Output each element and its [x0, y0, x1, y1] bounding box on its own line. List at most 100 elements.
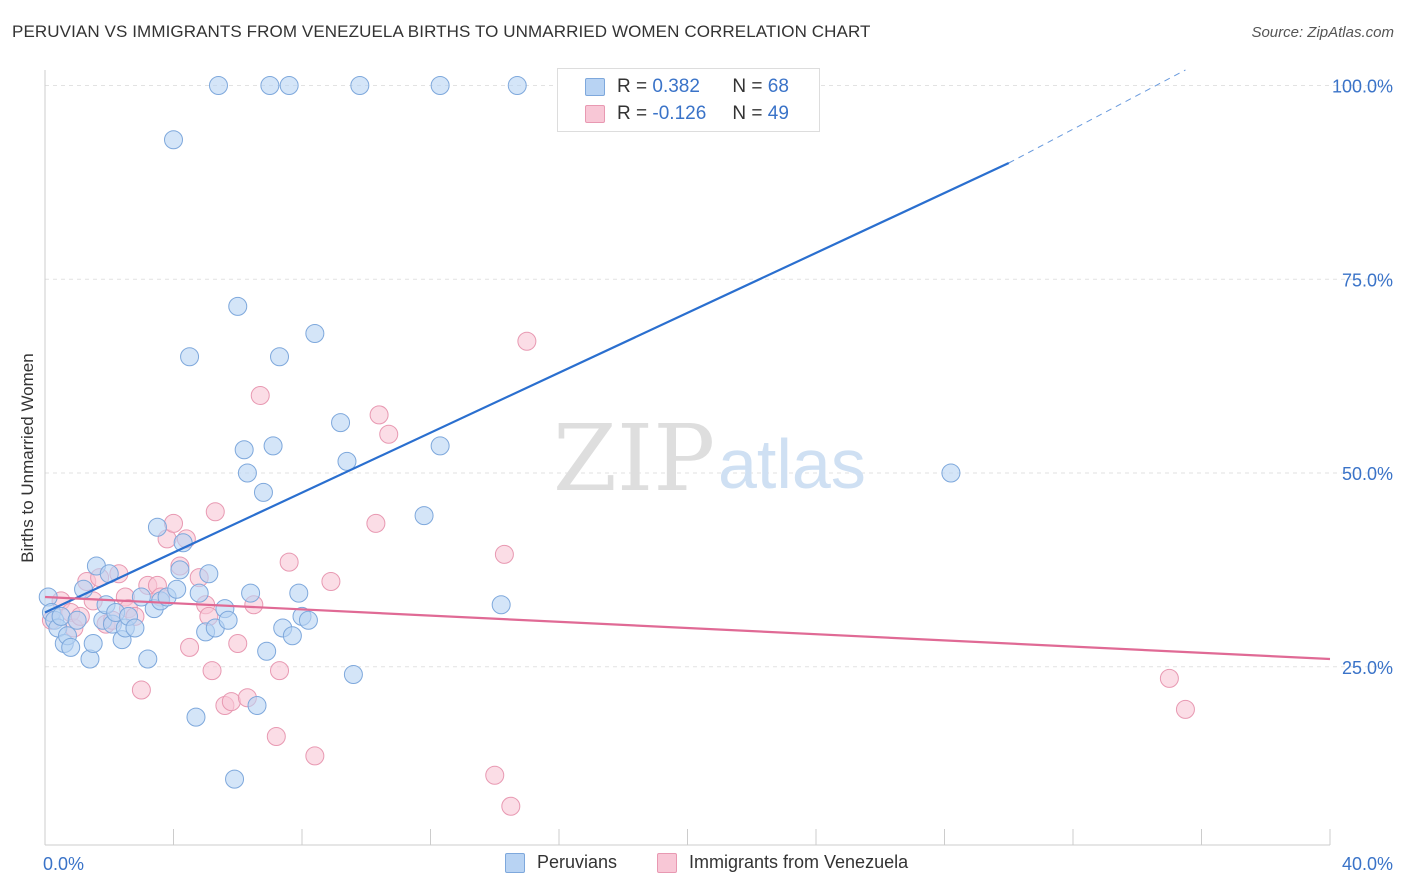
venezuela-point: [270, 661, 290, 681]
peruvian-point: [247, 696, 267, 715]
peruvian-point: [83, 634, 103, 653]
peruvian-point: [305, 324, 325, 343]
n-value: 49: [767, 103, 789, 124]
y-tick-label: 75.0%: [1342, 270, 1393, 290]
peruvian-point: [270, 347, 290, 367]
venezuela-point: [379, 424, 399, 444]
watermark-atlas: atlas: [718, 425, 866, 503]
peruvian-point: [186, 707, 206, 727]
venezuela-point: [202, 661, 222, 681]
peruvian-point: [61, 637, 81, 657]
venezuela-point: [1159, 668, 1179, 688]
peruvian-point: [208, 76, 228, 95]
legend-swatch-peruvians: [505, 852, 525, 873]
peruvian-point: [164, 130, 183, 150]
legend-swatch-venezuela: [657, 852, 677, 873]
venezuela-point: [485, 765, 505, 785]
venezuela-point: [305, 746, 325, 766]
venezuela-point: [366, 513, 386, 533]
source-label: Source: ZipAtlas.com: [1251, 24, 1394, 41]
venezuela-point: [221, 692, 241, 712]
stats-row-peruvians: R = 0.382 N = 68: [558, 75, 789, 99]
axes: [44, 70, 1331, 846]
peruvian-point: [260, 76, 280, 95]
peruvian-point: [430, 76, 450, 95]
venezuela-point: [517, 331, 537, 351]
legend-item-peruvians[interactable]: Peruvians: [505, 852, 617, 873]
peruvian-point: [430, 436, 450, 456]
venezuela-point: [279, 552, 299, 572]
peruvian-point: [282, 626, 302, 646]
x-tick-label: 40.0%: [1342, 854, 1393, 874]
grid: [45, 85, 1392, 668]
r-value: -0.126: [652, 103, 707, 124]
peruvian-point: [234, 440, 254, 460]
y-tick-label: 25.0%: [1342, 658, 1393, 678]
peruvian-point: [225, 769, 245, 789]
venezuela-point: [494, 544, 514, 564]
peruvian-point: [289, 583, 309, 603]
peruvian-point: [237, 463, 257, 483]
n-label: N =: [732, 76, 763, 97]
venezuela-point: [180, 637, 200, 657]
venezuela-point: [321, 572, 341, 591]
peruvian-point: [125, 618, 145, 638]
peruvian-point: [228, 296, 248, 316]
x-tick-label: 0.0%: [43, 854, 84, 874]
venezuela-swatch: [585, 105, 605, 123]
venezuela-point: [205, 502, 225, 522]
venezuela-point: [501, 796, 521, 816]
peruvian-point: [343, 665, 363, 684]
peruvian-point: [257, 641, 277, 661]
peruvian-point: [279, 76, 299, 95]
peruvian-point: [51, 606, 71, 626]
y-tick-label: 50.0%: [1342, 464, 1393, 484]
venezuela-trendline: [44, 595, 1331, 661]
r-label: R =: [617, 76, 648, 97]
peruvian-point: [138, 649, 158, 669]
tick-labels: 25.0% 50.0% 75.0% 100.0% 0.0% 40.0%: [43, 77, 1393, 875]
peruvian-point: [941, 463, 961, 483]
data-points: [38, 76, 1195, 816]
peruvian-point: [241, 583, 261, 603]
peruvian-point: [491, 595, 511, 615]
peruvian-point: [199, 564, 219, 584]
peruvian-point: [507, 76, 527, 95]
peruvian-point: [218, 610, 238, 630]
peruvian-point: [331, 413, 351, 433]
peruvian-point: [350, 76, 370, 95]
venezuela-point: [164, 513, 183, 533]
legend-item-venezuela[interactable]: Immigrants from Venezuela: [657, 852, 908, 873]
n-label: N =: [732, 103, 763, 124]
watermark-zip: ZIP: [553, 405, 715, 512]
legend-label-venezuela: Immigrants from Venezuela: [689, 852, 909, 872]
peruvian-point: [170, 560, 190, 580]
y-tick-label: 100.0%: [1332, 77, 1393, 97]
peruvian-point: [189, 583, 209, 603]
peruvian-point: [80, 649, 100, 669]
peruvian-point: [147, 517, 167, 537]
peruvian-point: [263, 436, 283, 456]
trendlines: [44, 69, 1331, 661]
peruvians-swatch: [585, 78, 605, 96]
n-value: 68: [767, 76, 789, 97]
peruvians-trendline: [44, 162, 1010, 614]
r-label: R =: [617, 103, 648, 124]
chart-title: PERUVIAN VS IMMIGRANTS FROM VENEZUELA BI…: [12, 22, 871, 41]
r-value: 0.382: [652, 76, 700, 97]
peruvian-point: [253, 482, 273, 502]
peruvians-trendline-extension: [1008, 69, 1186, 164]
peruvian-point: [167, 579, 187, 599]
peruvian-point: [337, 451, 357, 471]
watermark: ZIP atlas: [553, 405, 866, 512]
venezuela-point: [131, 680, 151, 700]
stats-row-venezuela: R = -0.126 N = 49: [558, 102, 789, 126]
venezuela-point: [250, 386, 270, 405]
peruvian-point: [298, 610, 318, 630]
legend-label-peruvians: Peruvians: [537, 852, 618, 872]
peruvian-point: [67, 610, 87, 630]
peruvian-point: [180, 347, 200, 367]
venezuela-point: [266, 727, 286, 746]
venezuela-point: [369, 405, 389, 425]
